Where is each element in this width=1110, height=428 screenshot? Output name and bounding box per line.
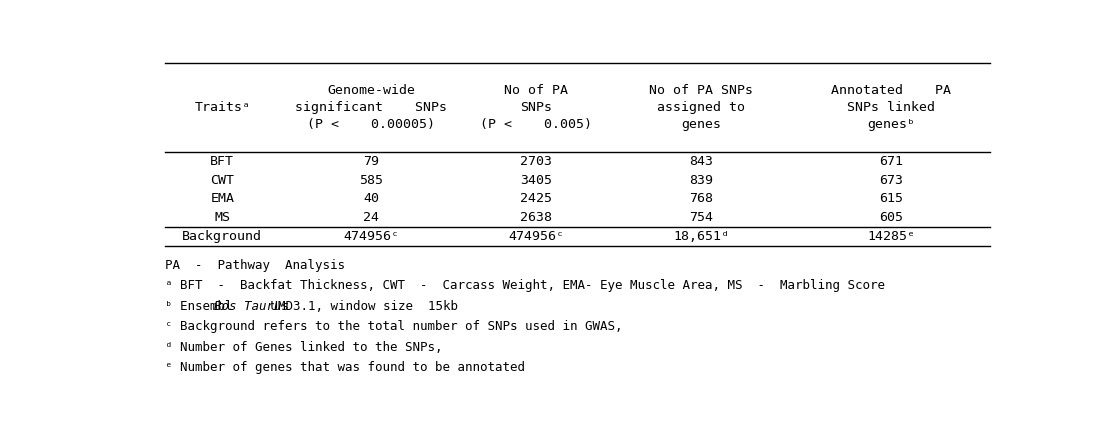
Text: 671: 671 bbox=[879, 155, 904, 168]
Text: ᵃ BFT  -  Backfat Thickness, CWT  -  Carcass Weight, EMA- Eye Muscle Area, MS  -: ᵃ BFT - Backfat Thickness, CWT - Carcass… bbox=[164, 279, 885, 292]
Text: 615: 615 bbox=[879, 192, 904, 205]
Text: Bos Taurus: Bos Taurus bbox=[214, 300, 289, 313]
Text: 18,651ᵈ: 18,651ᵈ bbox=[674, 230, 729, 243]
Text: ᵇ Ensembl: ᵇ Ensembl bbox=[164, 300, 240, 313]
Text: EMA: EMA bbox=[211, 192, 234, 205]
Text: 2703: 2703 bbox=[521, 155, 552, 168]
Text: ᵈ Number of Genes linked to the SNPs,: ᵈ Number of Genes linked to the SNPs, bbox=[164, 341, 442, 354]
Text: 839: 839 bbox=[689, 173, 714, 187]
Text: ᵉ Number of genes that was found to be annotated: ᵉ Number of genes that was found to be a… bbox=[164, 361, 525, 374]
Text: No of PA
SNPs
(P <    0.005): No of PA SNPs (P < 0.005) bbox=[481, 84, 593, 131]
Text: 79: 79 bbox=[363, 155, 379, 168]
Text: 2638: 2638 bbox=[521, 211, 552, 224]
Text: 673: 673 bbox=[879, 173, 904, 187]
Text: BFT: BFT bbox=[211, 155, 234, 168]
Text: Traitsᵃ: Traitsᵃ bbox=[194, 101, 251, 114]
Text: CWT: CWT bbox=[211, 173, 234, 187]
Text: 40: 40 bbox=[363, 192, 379, 205]
Text: MS: MS bbox=[214, 211, 231, 224]
Text: 474956ᶜ: 474956ᶜ bbox=[343, 230, 398, 243]
Text: Genome-wide
significant    SNPs
(P <    0.00005): Genome-wide significant SNPs (P < 0.0000… bbox=[295, 84, 447, 131]
Text: No of PA SNPs
assigned to
genes: No of PA SNPs assigned to genes bbox=[649, 84, 754, 131]
Text: 605: 605 bbox=[879, 211, 904, 224]
Text: 754: 754 bbox=[689, 211, 714, 224]
Text: 14285ᵉ: 14285ᵉ bbox=[867, 230, 916, 243]
Text: ᶜ Background refers to the total number of SNPs used in GWAS,: ᶜ Background refers to the total number … bbox=[164, 320, 622, 333]
Text: 3405: 3405 bbox=[521, 173, 552, 187]
Text: 24: 24 bbox=[363, 211, 379, 224]
Text: Background: Background bbox=[182, 230, 262, 243]
Text: UMD3.1, window size  15kb: UMD3.1, window size 15kb bbox=[263, 300, 458, 313]
Text: 2425: 2425 bbox=[521, 192, 552, 205]
Text: 768: 768 bbox=[689, 192, 714, 205]
Text: Annotated    PA
SNPs linked
genesᵇ: Annotated PA SNPs linked genesᵇ bbox=[831, 84, 951, 131]
Text: 474956ᶜ: 474956ᶜ bbox=[508, 230, 564, 243]
Text: 585: 585 bbox=[359, 173, 383, 187]
Text: 843: 843 bbox=[689, 155, 714, 168]
Text: PA  -  Pathway  Analysis: PA - Pathway Analysis bbox=[164, 259, 344, 272]
